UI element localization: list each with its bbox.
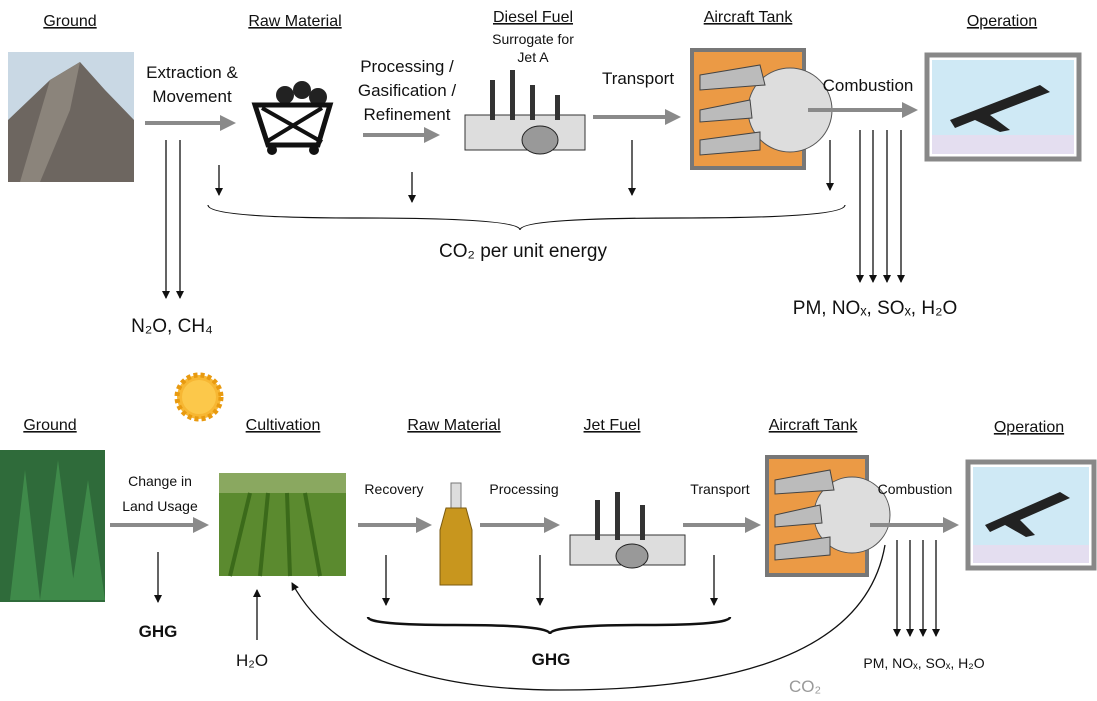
stage-label: Operation	[967, 13, 1037, 30]
stage-label: Ground	[43, 13, 96, 30]
step-label: Refinement	[364, 105, 451, 124]
co2-recycle-label: CO₂	[789, 677, 821, 696]
emission-label: N₂O, CH₄	[131, 316, 213, 337]
refinery-icon	[464, 70, 586, 155]
step-label: Processing /	[360, 57, 454, 76]
stage-label: Cultivation	[246, 417, 321, 434]
step-label: Land Usage	[122, 498, 198, 514]
bottle-icon	[439, 482, 473, 586]
step-label: Extraction &	[146, 63, 238, 82]
aircraft-tank-icon	[765, 455, 891, 577]
ghg-label: GHG	[532, 650, 571, 669]
step-label: Transport	[690, 481, 750, 497]
sun-icon	[174, 372, 224, 422]
field-icon	[219, 473, 346, 577]
emission-arrows	[162, 130, 905, 299]
aircraft-tank-icon	[690, 48, 833, 170]
stage-label: Raw Material	[248, 13, 341, 30]
cart-icon	[251, 81, 334, 155]
step-label: Combustion	[878, 481, 953, 497]
step-label: Combustion	[823, 76, 914, 95]
emission-arrows	[154, 540, 940, 691]
stage-label: Jet Fuel	[584, 417, 641, 434]
emission-label: PM, NOₓ, SOₓ, H₂O	[793, 298, 957, 319]
emission-label: PM, NOₓ, SOₓ, H₂O	[863, 655, 984, 671]
step-label: Transport	[602, 69, 674, 88]
fuel-note: Surrogate for	[492, 31, 574, 47]
plane-icon	[924, 52, 1082, 162]
stage-label: Raw Material	[407, 417, 500, 434]
step-label: Movement	[152, 87, 232, 106]
stage-label: Ground	[23, 417, 76, 434]
plane-icon	[965, 459, 1097, 571]
step-label: Recovery	[364, 481, 423, 497]
mountain-icon	[8, 52, 134, 182]
stage-label: Diesel Fuel	[493, 9, 573, 26]
step-label: Processing	[489, 481, 558, 497]
stage-label: Operation	[994, 419, 1064, 436]
fuel-note: Jet A	[517, 49, 549, 65]
co2-label: CO₂ per unit energy	[439, 241, 607, 262]
ghg-label: GHG	[139, 622, 178, 641]
forest-icon	[0, 450, 105, 602]
water-label: H₂O	[236, 651, 268, 670]
step-label: Change in	[128, 473, 192, 489]
stage-label: Aircraft Tank	[704, 9, 794, 26]
step-label: Gasification /	[358, 81, 457, 100]
stage-label: Aircraft Tank	[769, 417, 859, 434]
refinery-icon	[569, 492, 686, 569]
